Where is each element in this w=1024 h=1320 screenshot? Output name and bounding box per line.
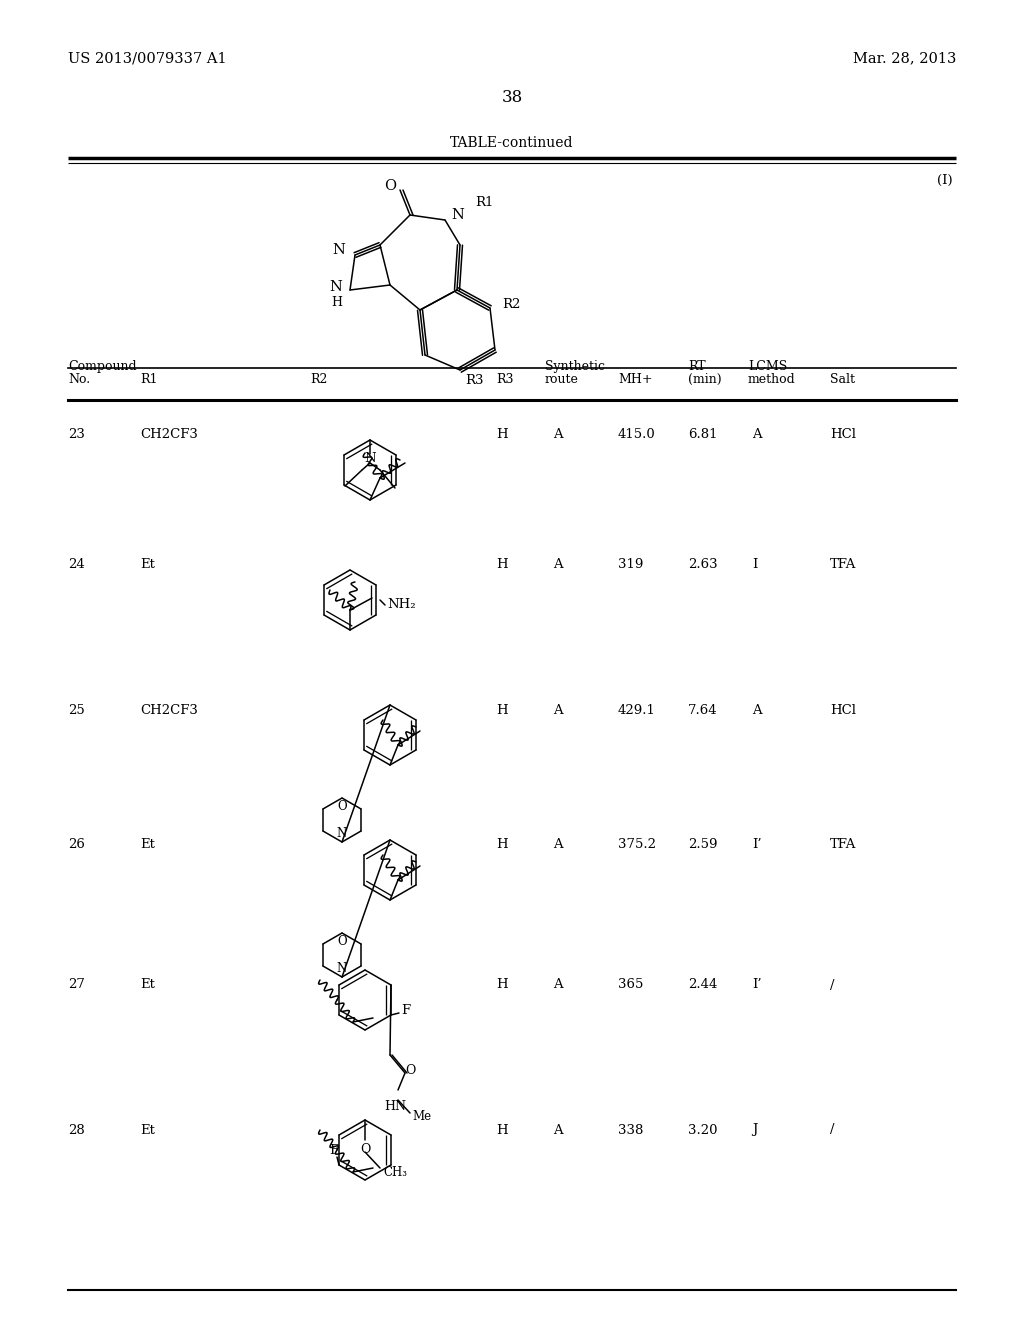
Text: 26: 26	[68, 838, 85, 851]
Text: US 2013/0079337 A1: US 2013/0079337 A1	[68, 51, 226, 65]
Text: N: N	[332, 243, 345, 257]
Text: H: H	[496, 1123, 508, 1137]
Text: A: A	[752, 429, 762, 441]
Text: /: /	[830, 978, 835, 991]
Text: A: A	[553, 704, 562, 717]
Text: O: O	[337, 800, 347, 813]
Text: 27: 27	[68, 978, 85, 991]
Text: 3.20: 3.20	[688, 1123, 718, 1137]
Text: R3: R3	[496, 374, 513, 385]
Text: CH₃: CH₃	[383, 1166, 407, 1179]
Text: 7.64: 7.64	[688, 704, 718, 717]
Text: (min): (min)	[688, 374, 722, 385]
Text: Et: Et	[140, 978, 155, 991]
Text: 365: 365	[618, 978, 643, 991]
Text: I’: I’	[752, 838, 762, 851]
Text: R3: R3	[465, 374, 483, 387]
Text: H: H	[496, 704, 508, 717]
Text: 338: 338	[618, 1123, 643, 1137]
Text: 2.63: 2.63	[688, 558, 718, 572]
Text: H: H	[496, 978, 508, 991]
Text: 28: 28	[68, 1123, 85, 1137]
Text: J: J	[752, 1123, 758, 1137]
Text: R2: R2	[502, 298, 520, 312]
Text: TABLE-continued: TABLE-continued	[451, 136, 573, 150]
Text: MH+: MH+	[618, 374, 652, 385]
Text: 429.1: 429.1	[618, 704, 656, 717]
Text: 319: 319	[618, 558, 643, 572]
Text: CH2CF3: CH2CF3	[140, 704, 198, 717]
Text: method: method	[748, 374, 796, 385]
Text: N: N	[329, 280, 342, 294]
Text: TFA: TFA	[830, 838, 856, 851]
Text: 2.59: 2.59	[688, 838, 718, 851]
Text: H: H	[331, 297, 342, 309]
Text: N: N	[451, 209, 464, 222]
Text: N: N	[337, 962, 347, 975]
Text: 2.44: 2.44	[688, 978, 718, 991]
Text: I’: I’	[752, 978, 762, 991]
Text: LCMS: LCMS	[748, 360, 787, 374]
Text: R2: R2	[310, 374, 328, 385]
Text: A: A	[553, 978, 562, 991]
Text: A: A	[553, 1123, 562, 1137]
Text: NH₂: NH₂	[387, 598, 416, 611]
Text: Compound: Compound	[68, 360, 136, 374]
Text: Et: Et	[140, 1123, 155, 1137]
Text: O: O	[337, 935, 347, 948]
Text: RT: RT	[688, 360, 706, 374]
Text: H: H	[496, 558, 508, 572]
Text: 24: 24	[68, 558, 85, 572]
Text: 25: 25	[68, 704, 85, 717]
Text: A: A	[553, 838, 562, 851]
Text: Me: Me	[412, 1110, 431, 1123]
Text: O: O	[384, 180, 396, 193]
Text: HN: HN	[384, 1100, 406, 1113]
Text: TFA: TFA	[830, 558, 856, 572]
Text: Synthetic: Synthetic	[545, 360, 605, 374]
Text: HCl: HCl	[830, 704, 856, 717]
Text: I: I	[752, 558, 758, 572]
Text: (I): (I)	[937, 173, 953, 186]
Text: No.: No.	[68, 374, 90, 385]
Text: O: O	[359, 1143, 371, 1156]
Text: route: route	[545, 374, 579, 385]
Text: HCl: HCl	[830, 429, 856, 441]
Text: CH2CF3: CH2CF3	[140, 429, 198, 441]
Text: 38: 38	[502, 88, 522, 106]
Text: N: N	[365, 451, 376, 465]
Text: F: F	[401, 1003, 410, 1016]
Text: 23: 23	[68, 429, 85, 441]
Text: /: /	[830, 1123, 835, 1137]
Text: Salt: Salt	[830, 374, 855, 385]
Text: 6.81: 6.81	[688, 429, 718, 441]
Text: H: H	[496, 429, 508, 441]
Text: F: F	[330, 1144, 339, 1158]
Text: A: A	[553, 429, 562, 441]
Text: O: O	[404, 1064, 415, 1077]
Text: Et: Et	[140, 558, 155, 572]
Text: Mar. 28, 2013: Mar. 28, 2013	[853, 51, 956, 65]
Text: R1: R1	[140, 374, 158, 385]
Text: R1: R1	[475, 195, 494, 209]
Text: A: A	[752, 704, 762, 717]
Text: 375.2: 375.2	[618, 838, 656, 851]
Text: H: H	[496, 838, 508, 851]
Text: 415.0: 415.0	[618, 429, 655, 441]
Text: N: N	[337, 828, 347, 840]
Text: Et: Et	[140, 838, 155, 851]
Text: A: A	[553, 558, 562, 572]
